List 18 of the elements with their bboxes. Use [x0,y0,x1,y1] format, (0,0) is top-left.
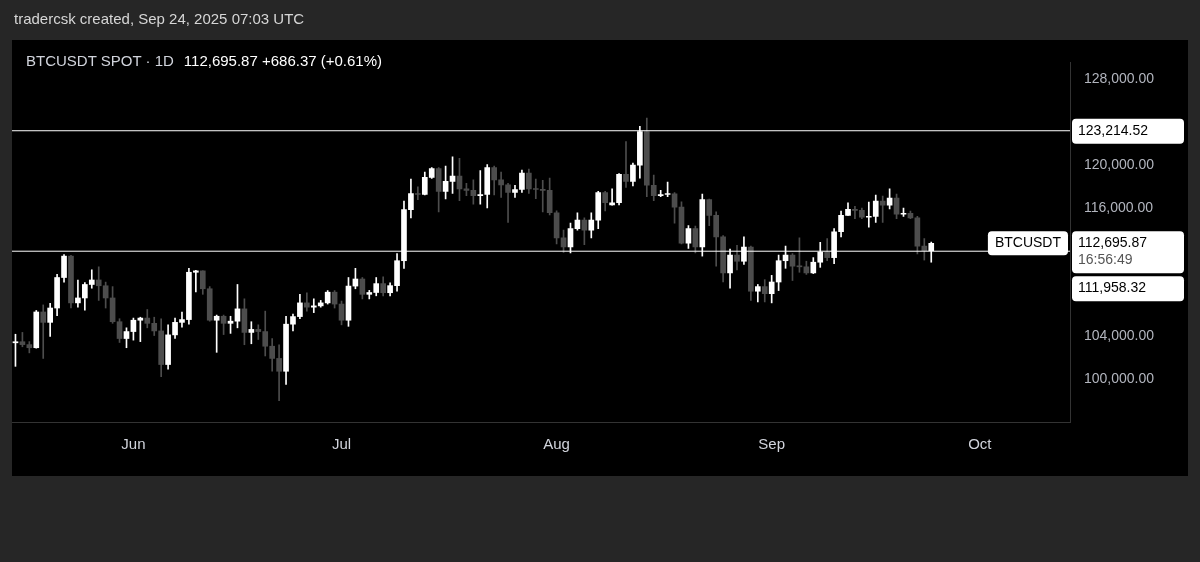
x-tick-label: Oct [968,435,993,453]
x-tick-label: Jun [121,435,146,453]
ref-line-label: 123,214.52 [1078,121,1149,138]
ref-line-label: 111,958.32 [1078,279,1147,296]
text: 112,695.87 [1078,234,1148,251]
x-tick-label: Aug [543,435,570,453]
y-tick-label: 116,000.00 [1084,198,1154,215]
x-tick-label: Sep [758,435,786,453]
chart-title: BTCUSDT SPOT · 1D [26,52,174,69]
text: tradercsk created, Sep 24, 2025 07:03 UTC [14,10,305,27]
annotation: BTCUSDT [994,234,1062,251]
y-tick-label: 104,000.00 [1084,327,1155,344]
y-tick-label: 120,000.00 [1084,156,1155,172]
text: 16:56:49 [1078,251,1133,268]
y-tick-label: 128,000.00 [1084,70,1155,87]
y-tick-label: 100,000.00 [1084,370,1155,387]
x-tick-label: Jul [331,435,352,453]
chart-subtitle: 112,695.87 +686.37 (+0.61%) [183,52,383,69]
